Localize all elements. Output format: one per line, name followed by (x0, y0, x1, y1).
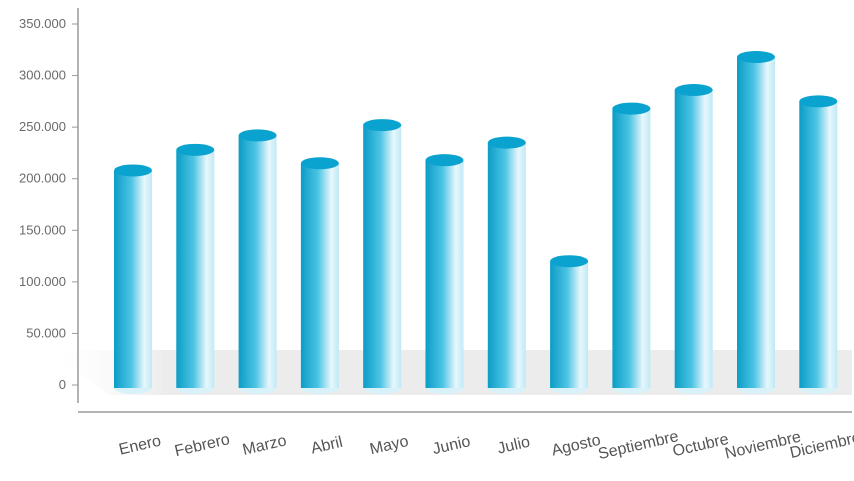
x-tick-label: Febrero (173, 431, 232, 460)
bar-top (487, 136, 526, 149)
x-tick-label: Enero (117, 433, 163, 459)
bar-body (114, 170, 152, 388)
y-tick-label: 100.000 (19, 274, 66, 289)
bar (238, 129, 277, 394)
y-tick-label: 50.000 (26, 325, 66, 340)
bar-top (737, 51, 775, 64)
bar (737, 51, 775, 394)
bar (176, 143, 215, 394)
y-tick-label: 200.000 (19, 171, 66, 186)
x-tick-label: Octubre (671, 431, 730, 460)
bar-body (612, 108, 651, 388)
bar-body (799, 101, 838, 388)
y-tick-label: 300.000 (19, 68, 66, 83)
bar (799, 95, 838, 394)
bar-top (425, 154, 464, 167)
bar (612, 102, 651, 394)
y-tick-label: 150.000 (19, 222, 66, 237)
bar-top (114, 164, 152, 177)
x-tick-label: Abril (309, 434, 344, 458)
bar (425, 154, 464, 394)
bar-top (238, 129, 277, 142)
bar-top (176, 143, 215, 156)
bar-top (674, 84, 713, 97)
bar-top (612, 102, 651, 115)
bar-body (737, 57, 775, 389)
y-tick-label: 250.000 (19, 119, 66, 134)
bar-body (487, 142, 526, 388)
bar-body (425, 160, 464, 388)
bar-top (363, 119, 402, 132)
y-tick-label: 350.000 (19, 16, 66, 31)
bar (363, 119, 402, 394)
x-tick-label: Agosto (550, 432, 602, 460)
x-tick-label: Julio (496, 434, 532, 458)
bar (114, 164, 152, 394)
x-tick-label: Junio (431, 433, 472, 458)
bar-top (300, 157, 339, 170)
bar (487, 136, 526, 394)
bar-top (550, 255, 589, 268)
bar-body (550, 261, 589, 388)
bar (300, 157, 339, 394)
bar (550, 255, 589, 394)
bar-body (674, 90, 713, 389)
bar-top (799, 95, 838, 108)
bar (674, 84, 713, 394)
bar-body (176, 149, 215, 388)
bar-body (300, 163, 339, 388)
x-tick-label: Septiembre (597, 428, 681, 463)
x-tick-label: Mayo (368, 433, 410, 458)
x-tick-label: Marzo (241, 432, 288, 459)
bar-body (363, 125, 402, 388)
y-tick-label: 0 (59, 377, 66, 392)
bar-body (238, 135, 277, 388)
